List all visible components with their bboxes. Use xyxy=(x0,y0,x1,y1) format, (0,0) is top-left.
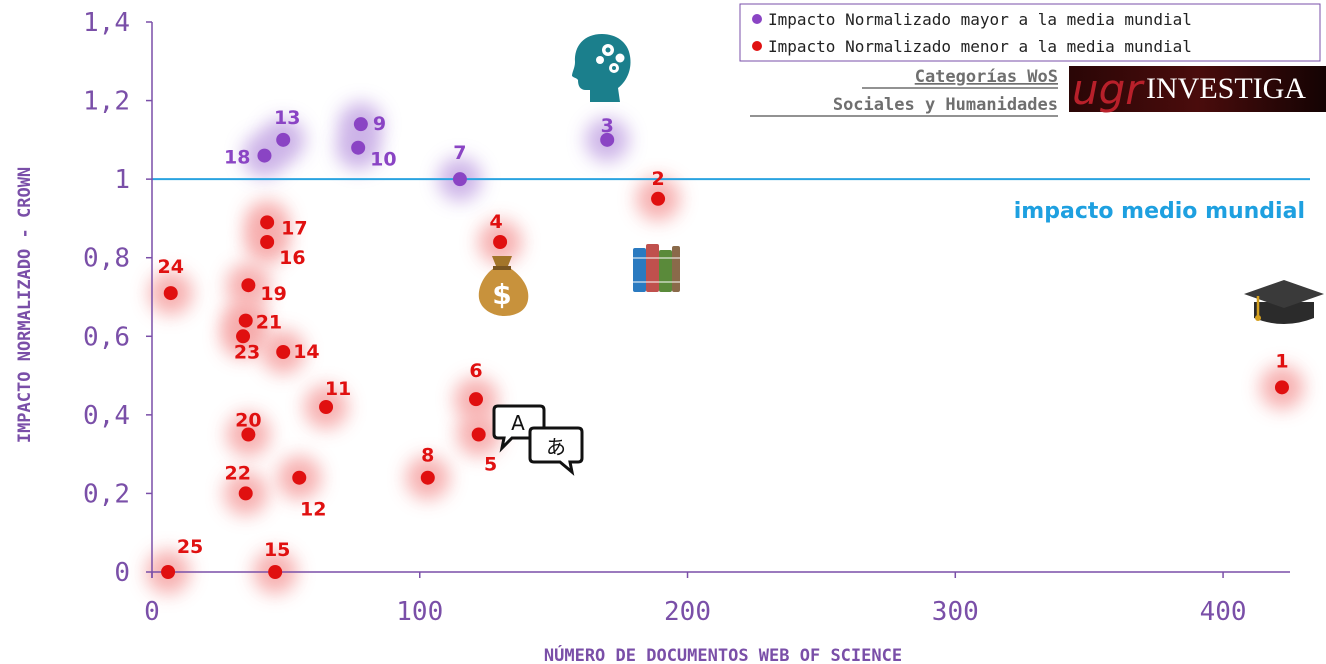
point-23 xyxy=(236,329,251,344)
point-13 xyxy=(276,132,291,147)
point-2 xyxy=(651,191,666,206)
point-10 xyxy=(351,140,366,155)
point-19 xyxy=(241,278,256,293)
point-label-6: 6 xyxy=(469,360,482,382)
point-4 xyxy=(493,235,508,249)
point-label-25: 25 xyxy=(177,536,203,558)
point-9 xyxy=(353,117,368,132)
point-5 xyxy=(471,427,486,442)
point-21 xyxy=(238,313,253,328)
point-24 xyxy=(163,286,178,301)
point-label-16: 16 xyxy=(279,247,305,269)
categories-caption-line2: Sociales y Humanidades xyxy=(833,95,1058,115)
point-label-2: 2 xyxy=(651,168,664,190)
point-label-15: 15 xyxy=(264,539,290,561)
x-tick-label: 200 xyxy=(664,597,711,627)
ugr-investiga-logo: ugr INVESTIGA xyxy=(1069,65,1326,114)
point-22 xyxy=(238,486,253,501)
point-label-8: 8 xyxy=(421,445,434,467)
point-label-17: 17 xyxy=(281,217,307,239)
point-label-10: 10 xyxy=(370,149,396,171)
point-label-12: 12 xyxy=(300,499,326,521)
point-label-11: 11 xyxy=(325,378,351,400)
point-11 xyxy=(319,400,334,414)
y-tick-label: 0,2 xyxy=(83,479,130,509)
point-18 xyxy=(257,148,272,163)
x-axis-title: NÚMERO DE DOCUMENTOS WEB OF SCIENCE xyxy=(544,644,902,664)
point-3 xyxy=(600,132,615,147)
point-label-7: 7 xyxy=(453,142,466,164)
categories-caption-line1: Categorías WoS xyxy=(915,67,1058,87)
legend-marker-above xyxy=(752,14,762,24)
point-label-14: 14 xyxy=(293,341,319,363)
legend-label-below: Impacto Normalizado menor a la media mun… xyxy=(768,37,1192,56)
legend-label-above: Impacto Normalizado mayor a la media mun… xyxy=(768,10,1192,29)
legend: Impacto Normalizado mayor a la media mun… xyxy=(739,3,1321,62)
point-20 xyxy=(241,427,256,442)
y-tick-label: 0,8 xyxy=(83,244,130,274)
point-label-23: 23 xyxy=(234,341,260,363)
y-tick-label: 1,4 xyxy=(83,8,130,38)
point-label-13: 13 xyxy=(274,107,300,129)
point-label-22: 22 xyxy=(224,462,250,484)
y-tick-label: 1,2 xyxy=(83,87,130,117)
point-label-5: 5 xyxy=(484,454,497,476)
y-axis-title: IMPACTO NORMALIZADO - CROWN xyxy=(15,167,35,443)
point-6 xyxy=(468,392,483,407)
point-15 xyxy=(268,565,283,579)
money-bag-icon: $ xyxy=(478,256,529,316)
point-label-19: 19 xyxy=(260,283,286,305)
y-tick-label: 1 xyxy=(114,165,130,195)
point-label-21: 21 xyxy=(256,312,282,334)
point-label-4: 4 xyxy=(489,211,502,233)
legend-box xyxy=(739,3,1321,62)
y-tick-label: 0,4 xyxy=(83,401,130,431)
point-12 xyxy=(292,470,307,485)
x-tick-label: 400 xyxy=(1200,597,1247,627)
logo-investiga-text: INVESTIGA xyxy=(1146,72,1306,105)
logo-ugr-text: ugr xyxy=(1072,65,1145,114)
head-gears-icon xyxy=(572,34,631,102)
x-tick-label: 0 xyxy=(144,597,160,627)
logo-background xyxy=(1069,66,1326,112)
point-25 xyxy=(161,565,176,579)
point-1 xyxy=(1274,380,1289,395)
points-layer: 1234567891011121314151617181920212223242… xyxy=(158,107,1289,579)
legend-marker-below xyxy=(752,41,762,51)
x-tick-label: 300 xyxy=(932,597,979,627)
point-label-9: 9 xyxy=(373,113,386,135)
point-16 xyxy=(260,235,275,249)
svg-text:あ: あ xyxy=(546,435,566,459)
point-label-18: 18 xyxy=(224,147,250,169)
point-17 xyxy=(260,215,275,230)
point-8 xyxy=(420,470,435,485)
point-label-1: 1 xyxy=(1275,350,1288,372)
graduation-cap-icon xyxy=(1244,280,1324,324)
point-label-3: 3 xyxy=(601,115,614,137)
books-icon xyxy=(633,244,680,292)
y-tick-label: 0,6 xyxy=(83,322,130,352)
reference-line-label: impacto medio mundial xyxy=(1014,199,1305,224)
x-tick-label: 100 xyxy=(396,597,443,627)
point-14 xyxy=(276,345,291,359)
svg-text:A: A xyxy=(511,411,525,435)
axes-layer: 0 0,2 0,4 0,6 0,8 1 1,2 1,4 0 100 200 300 400 xyxy=(83,8,1290,627)
y-tick-label: 0 xyxy=(114,558,130,588)
svg-text:$: $ xyxy=(492,278,511,311)
point-label-20: 20 xyxy=(235,410,261,432)
point-7 xyxy=(452,172,467,187)
language-bubbles-icon: A あ xyxy=(492,404,584,476)
point-label-24: 24 xyxy=(158,256,184,278)
